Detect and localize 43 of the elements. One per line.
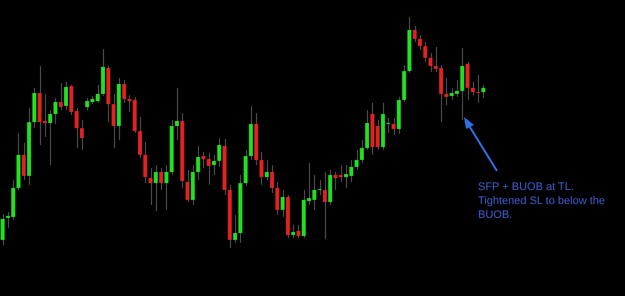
candlestick — [476, 74, 480, 104]
candlestick — [418, 34, 422, 51]
candlestick — [322, 172, 327, 240]
candlestick — [143, 141, 148, 184]
candlestick — [444, 77, 448, 106]
candlestick — [291, 224, 296, 239]
candlestick — [296, 224, 300, 239]
candlestick — [64, 81, 68, 111]
candlestick — [275, 181, 280, 216]
candlestick — [481, 84, 486, 99]
candlestick — [233, 214, 238, 244]
candlestick — [270, 164, 274, 194]
candlestick — [392, 117, 396, 136]
candlestick — [154, 164, 158, 212]
candlestick — [217, 138, 222, 168]
annotation: SFP + BUOB at TL. Tightened SL to below the BUOB. — [478, 180, 606, 222]
candlestick — [112, 93, 116, 148]
candlestick — [423, 41, 428, 63]
candlestick — [122, 80, 126, 104]
candlestick — [53, 98, 58, 124]
candlestick — [260, 151, 264, 186]
candlestick — [164, 164, 168, 210]
candlestick — [264, 159, 269, 181]
candlestick — [360, 139, 364, 164]
candlestick — [201, 151, 206, 169]
candlestick — [318, 180, 322, 196]
candlestick — [212, 154, 216, 176]
candlestick — [354, 150, 359, 170]
candlestick — [138, 116, 142, 158]
candlestick — [159, 168, 164, 191]
candlestick — [206, 152, 211, 186]
candlestick — [148, 168, 153, 206]
candlestick — [0, 214, 5, 246]
candlestick — [428, 52, 433, 72]
candlestick — [22, 142, 26, 181]
candlestick — [196, 145, 200, 181]
candlestick — [280, 190, 285, 218]
candlestick — [174, 87, 179, 140]
candlestick — [186, 169, 190, 203]
candlestick — [470, 81, 475, 96]
candlestick — [48, 110, 52, 166]
candlestick — [80, 120, 84, 151]
candlestick — [412, 26, 417, 42]
